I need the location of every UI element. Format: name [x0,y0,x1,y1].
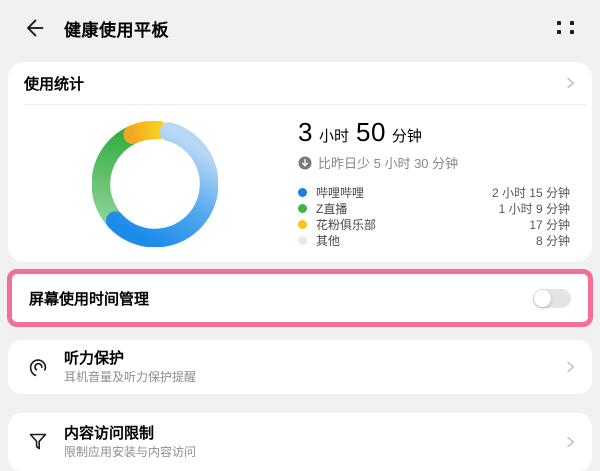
legend-value: 1 小时 9 分钟 [498,202,570,216]
legend-row-other: 其他 8 分钟 [298,233,576,248]
legend-value: 17 分钟 [529,218,570,232]
content-restriction-subtitle: 限制应用安装与内容访问 [64,445,197,459]
hearing-protection-title: 听力保护 [64,350,125,367]
toggle-knob [534,289,551,307]
content-restriction-row[interactable]: 内容访问限制 限制应用安装与内容访问 [8,413,592,471]
total-usage-time: 3 小时 50 分钟 [298,117,576,148]
legend-label: Z直播 [316,202,348,216]
content-restriction-text: 内容访问限制 限制应用安装与内容访问 [64,425,562,459]
screen-time-highlight-annotation: 屏幕使用时间管理 [7,269,593,327]
divider [24,104,586,105]
screen-time-label: 屏幕使用时间管理 [29,290,150,308]
app-header: 健康使用平板 [0,0,600,56]
more-options-button[interactable] [552,16,580,40]
chevron-right-icon [562,75,578,91]
usage-stats-card: 使用统计 [8,62,592,262]
comparison-line: 比昨日少 5 小时 30 分钟 [298,153,576,172]
screen-time-row[interactable]: 屏幕使用时间管理 [12,274,588,322]
screen-time-toggle[interactable] [533,288,571,308]
legend-dot-blue [298,188,307,197]
total-hours: 3 [298,117,313,147]
usage-legend: 哔哩哔哩 2 小时 15 分钟 Z直播 1 小时 9 分钟 花粉俱乐部 17 分… [298,185,576,248]
usage-stats-content: 3 小时 50 分钟 比昨日少 5 小时 30 分钟 哔哩哔哩 2 小时 15 … [8,105,592,262]
grid-dots-icon [557,21,574,34]
legend-dot-yellow [298,220,307,229]
total-minutes: 50 [355,117,386,147]
legend-label: 花粉俱乐部 [316,218,377,232]
legend-value: 8 分钟 [535,234,570,248]
legend-dot-gray [298,236,307,245]
hearing-protection-row[interactable]: 听力保护 耳机音量及听力保护提醒 [8,340,592,394]
decrease-circle-icon [298,156,312,169]
legend-label: 哔哩哔哩 [316,186,365,200]
usage-stats-header-row[interactable]: 使用统计 [8,62,592,104]
hearing-protection-subtitle: 耳机音量及听力保护提醒 [64,370,197,384]
ear-icon [25,354,51,380]
legend-value: 2 小时 15 分钟 [491,186,570,200]
legend-row-zlive: Z直播 1 小时 9 分钟 [298,201,576,216]
legend-label: 其他 [316,234,341,248]
legend-row-huafen: 花粉俱乐部 17 分钟 [298,217,576,232]
total-hours-unit: 小时 [318,128,349,145]
chevron-right-icon [562,359,578,375]
back-button[interactable] [21,15,47,41]
back-arrow-icon [27,19,44,37]
usage-summary: 3 小时 50 分钟 比昨日少 5 小时 30 分钟 哔哩哔哩 2 小时 15 … [298,111,576,248]
legend-row-bilibili: 哔哩哔哩 2 小时 15 分钟 [298,185,576,200]
content-restriction-title: 内容访问限制 [64,425,155,442]
usage-stats-title: 使用统计 [24,75,85,93]
total-minutes-unit: 分钟 [391,128,422,145]
chevron-right-icon [562,434,578,450]
legend-dot-green [298,204,307,213]
hearing-protection-text: 听力保护 耳机音量及听力保护提醒 [64,350,562,384]
comparison-text: 比昨日少 5 小时 30 分钟 [318,156,459,171]
funnel-icon [25,429,51,455]
usage-donut-chart [91,120,219,248]
page-title: 健康使用平板 [64,20,169,40]
